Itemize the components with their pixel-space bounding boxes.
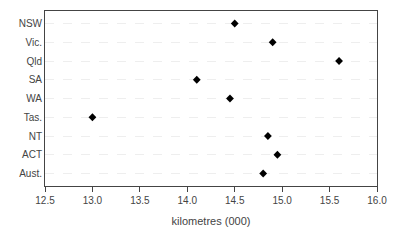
- svg-text:Qld: Qld: [26, 56, 42, 67]
- svg-text:ACT: ACT: [22, 149, 42, 160]
- svg-text:15.0: 15.0: [272, 195, 292, 206]
- svg-text:kilometres (000): kilometres (000): [172, 215, 251, 227]
- svg-text:15.5: 15.5: [320, 195, 340, 206]
- svg-text:SA: SA: [29, 74, 43, 85]
- svg-text:Aust.: Aust.: [19, 168, 42, 179]
- svg-text:WA: WA: [26, 93, 42, 104]
- svg-text:13.5: 13.5: [130, 195, 150, 206]
- svg-text:14.0: 14.0: [178, 195, 198, 206]
- svg-text:Tas.: Tas.: [24, 112, 42, 123]
- svg-text:13.0: 13.0: [83, 195, 103, 206]
- svg-text:Vic.: Vic.: [26, 37, 43, 48]
- svg-text:NT: NT: [29, 131, 42, 142]
- svg-text:16.0: 16.0: [367, 195, 387, 206]
- svg-text:12.5: 12.5: [35, 195, 55, 206]
- svg-text:NSW: NSW: [19, 18, 43, 29]
- svg-text:14.5: 14.5: [225, 195, 245, 206]
